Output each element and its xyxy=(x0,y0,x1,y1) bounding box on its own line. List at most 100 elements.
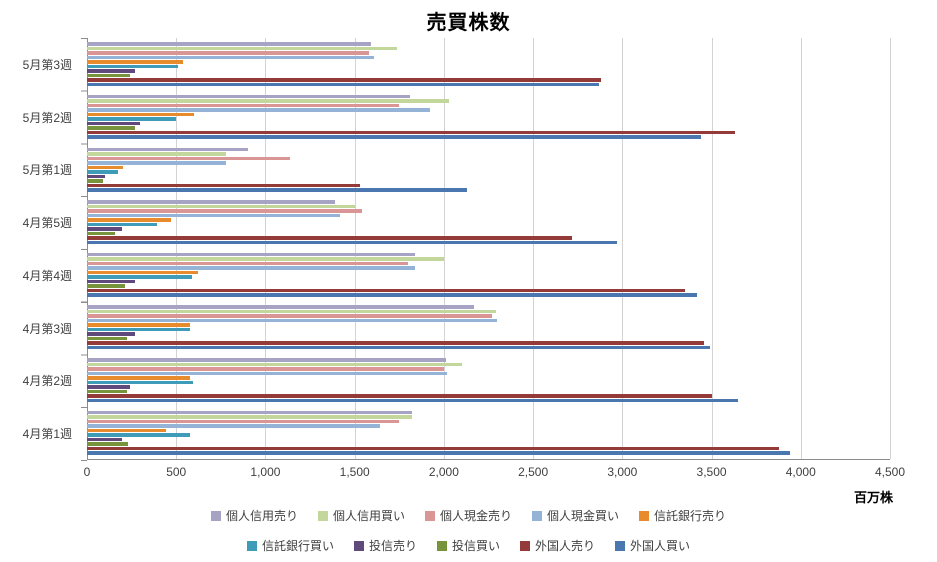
bar-group xyxy=(87,143,890,196)
bar-個人現金買い xyxy=(87,108,430,112)
bar-group xyxy=(87,301,890,354)
bar-個人信用売り xyxy=(87,305,475,309)
bar-個人信用買い xyxy=(87,46,398,51)
x-axis-labels: 0 500 1,000 1,500 2,000 2,500 3,000 3,500 4,000 4… xyxy=(83,465,905,479)
bar-外国人買い xyxy=(87,345,710,350)
bar-投信売り xyxy=(87,437,122,442)
legend-label: 個人信用買い xyxy=(332,509,405,523)
bar-信託銀行売り xyxy=(87,165,123,170)
bar-投信売り xyxy=(87,385,130,389)
gridline xyxy=(622,38,624,459)
bar-投信買い xyxy=(87,126,136,130)
bar-投信買い xyxy=(87,73,130,78)
gridline xyxy=(354,38,356,459)
x-axis-label: 1,000 xyxy=(250,465,281,479)
y-axis-label: 5月第1週 xyxy=(22,163,72,178)
legend-item: 信託銀行買い xyxy=(246,537,334,554)
bar-外国人買い xyxy=(87,240,617,245)
bar-投信買い xyxy=(87,389,128,394)
legend-marker xyxy=(424,510,435,521)
bar-個人信用買い xyxy=(87,99,450,103)
bar-信託銀行買い xyxy=(87,327,190,332)
bar-外国人売り xyxy=(87,394,712,398)
x-axis-label: 2,500 xyxy=(518,465,549,479)
x-axis-label: 4,500 xyxy=(874,465,906,479)
gridline xyxy=(800,38,802,459)
legend-item: 個人信用売り xyxy=(210,507,298,524)
legend-label: 外国人買い xyxy=(630,539,691,553)
legend-row-2: 信託銀行買い 投信売り 投信買い 外国人売り 外国人買い xyxy=(0,537,937,554)
x-axis-label: 0 xyxy=(83,465,91,479)
bar-投信買い xyxy=(87,284,126,288)
bar-外国人売り xyxy=(87,236,573,240)
legend-marker xyxy=(615,540,626,551)
bar-信託銀行売り xyxy=(87,112,195,117)
y-axis-label: 4月第4週 xyxy=(22,268,72,283)
legend-item: 個人現金売り xyxy=(424,507,512,524)
legend-label: 投信売り xyxy=(368,539,417,553)
bar-外国人売り xyxy=(87,341,705,345)
bar-投信売り xyxy=(87,227,122,231)
x-axis-label: 3,000 xyxy=(607,465,638,479)
bar-投信買い xyxy=(87,231,115,236)
bar-外国人売り xyxy=(87,130,735,135)
y-axis-label: 5月第2週 xyxy=(22,110,72,125)
bar-group xyxy=(87,354,890,407)
legend-label: 個人信用売り xyxy=(225,509,298,523)
y-axis-ticks xyxy=(81,38,87,461)
gridline xyxy=(176,38,178,459)
legend-marker xyxy=(210,510,221,521)
y-axis-label: 5月第3週 xyxy=(22,57,72,72)
legend-item: 個人信用買い xyxy=(317,507,405,524)
legend-marker xyxy=(317,510,328,521)
chart-title: 売買株数 xyxy=(426,12,511,34)
y-axis-label: 4月第1週 xyxy=(22,427,72,442)
legend-label: 個人現金買い xyxy=(547,509,620,523)
y-axis-labels: 5月第3週 5月第2週 5月第1週 4月第5週 4月第4週 4月第3週 4月第2週 4月第1週 xyxy=(0,38,80,460)
legend-item: 投信売り xyxy=(353,537,417,554)
bar-外国人買い xyxy=(87,451,791,455)
legend-marker xyxy=(520,540,530,551)
plot-area xyxy=(87,38,891,460)
bar-個人現金売り xyxy=(87,103,400,108)
legend-label: 外国人売り xyxy=(535,539,596,553)
legend-marker xyxy=(353,540,364,551)
x-axis-label: 500 xyxy=(166,465,187,479)
bar-個人現金買い xyxy=(87,424,380,428)
legend-item: 投信買い xyxy=(436,537,500,554)
bar-個人現金買い xyxy=(87,161,227,165)
bar-信託銀行買い xyxy=(87,275,193,279)
bar-個人信用売り xyxy=(87,42,371,46)
bar-投信売り xyxy=(87,69,136,73)
bar-外国人買い xyxy=(87,135,701,139)
bar-group xyxy=(87,38,890,91)
bar-個人信用売り xyxy=(87,358,446,362)
bar-個人信用売り xyxy=(87,410,412,415)
bar-個人信用買い xyxy=(87,257,444,261)
bar-個人現金買い xyxy=(87,371,448,376)
legend-marker xyxy=(532,510,542,521)
bar-投信売り xyxy=(87,279,136,284)
bar-信託銀行売り xyxy=(87,428,166,433)
value-axis-line xyxy=(87,38,88,459)
bar-個人信用売り xyxy=(87,252,416,257)
bar-信託銀行買い xyxy=(87,117,177,121)
bar-個人信用売り xyxy=(87,200,336,204)
bar-信託銀行買い xyxy=(87,170,119,174)
gridline xyxy=(265,38,267,459)
bar-投信売り xyxy=(87,174,105,179)
y-axis-label: 4月第2週 xyxy=(22,374,72,389)
legend-label: 信託銀行売り xyxy=(654,509,727,523)
legend-row-1: 個人信用売り 個人信用買い 個人現金売り 個人現金買い 信託銀行売り xyxy=(0,507,937,524)
bar-外国人買い xyxy=(87,398,739,403)
bar-個人信用買い xyxy=(87,204,355,209)
x-axis-label: 3,500 xyxy=(696,465,727,479)
bar-外国人買い xyxy=(87,293,698,297)
bar-信託銀行売り xyxy=(87,376,191,380)
bar-個人現金売り xyxy=(87,367,444,371)
bar-投信買い xyxy=(87,442,129,446)
bar-信託銀行売り xyxy=(87,60,184,64)
legend-item: 外国人買い xyxy=(615,537,690,554)
bar-個人信用買い xyxy=(87,362,462,367)
x-axis-label: 2,000 xyxy=(428,465,459,479)
